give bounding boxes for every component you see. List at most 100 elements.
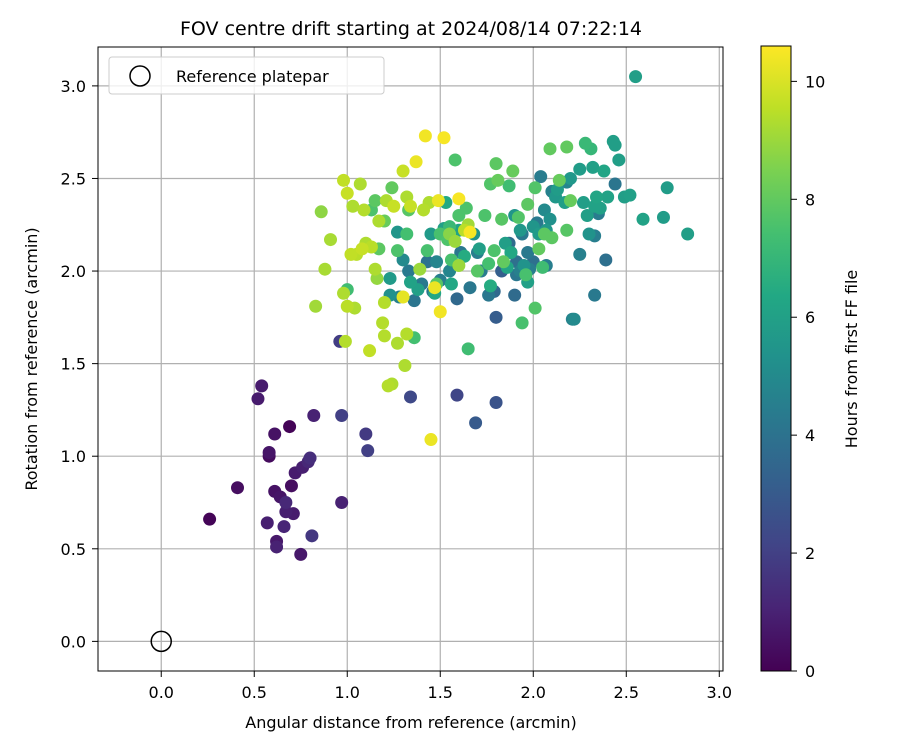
data-point	[431, 194, 445, 208]
data-point	[504, 246, 518, 260]
data-point	[381, 379, 395, 393]
data-point	[284, 479, 298, 493]
data-point	[368, 262, 382, 276]
data-point	[437, 131, 451, 145]
data-point	[387, 199, 401, 213]
data-point	[430, 255, 444, 269]
data-point	[636, 212, 650, 226]
data-point	[337, 173, 351, 187]
data-point	[404, 390, 417, 404]
data-point	[576, 196, 590, 210]
data-point	[580, 208, 594, 222]
colorbar-label: Hours from first FF file	[842, 270, 861, 449]
y-tick-label: 1.0	[61, 447, 86, 466]
data-point	[255, 379, 269, 393]
x-tick-label: 3.0	[707, 683, 732, 702]
data-point	[483, 279, 497, 293]
data-point	[355, 242, 369, 256]
data-point	[519, 268, 533, 282]
colorbar-tick-label: 4	[805, 426, 815, 445]
data-point	[463, 225, 477, 239]
data-point	[324, 233, 338, 247]
legend: Reference platepar	[108, 56, 385, 95]
data-point	[608, 138, 622, 152]
data-point	[396, 164, 410, 178]
data-point	[521, 197, 535, 211]
data-point	[608, 177, 622, 191]
data-point	[573, 247, 587, 261]
data-point	[472, 242, 486, 256]
y-tick-label: 3.0	[61, 77, 86, 96]
data-point	[203, 512, 217, 526]
data-point	[307, 408, 321, 422]
data-point	[543, 142, 557, 156]
data-point	[337, 286, 351, 300]
data-point	[478, 208, 492, 222]
data-point	[385, 181, 399, 195]
data-point	[567, 312, 581, 326]
data-point	[534, 170, 548, 184]
data-point	[470, 264, 484, 278]
data-point	[586, 160, 600, 174]
data-point	[545, 231, 559, 245]
colorbar: 0 2 4 6 8 10 Hours from first FF file	[760, 45, 861, 681]
data-point	[260, 516, 274, 530]
reference-platepar-marker	[150, 630, 172, 653]
y-tick-label: 2.0	[61, 262, 86, 281]
data-point	[404, 199, 417, 213]
data-point	[390, 336, 404, 350]
data-point	[511, 210, 525, 224]
data-point	[573, 162, 587, 176]
data-point	[469, 416, 483, 430]
data-point	[409, 155, 423, 169]
data-point	[283, 420, 297, 434]
y-tick-label: 0.5	[61, 540, 86, 559]
data-point	[560, 140, 574, 154]
data-point	[582, 227, 596, 241]
data-point	[428, 281, 442, 295]
data-point	[262, 446, 276, 460]
data-point	[407, 294, 421, 308]
data-point	[489, 310, 503, 324]
data-point	[279, 505, 293, 519]
data-point	[372, 214, 386, 228]
legend-box	[108, 56, 385, 95]
data-point	[404, 275, 417, 289]
data-point	[508, 288, 522, 302]
data-point	[444, 277, 458, 291]
data-point	[528, 181, 542, 195]
colorbar-tick-label: 6	[805, 308, 815, 327]
data-point	[528, 301, 542, 315]
data-point	[563, 194, 577, 208]
data-point	[270, 540, 284, 554]
data-point	[450, 388, 464, 402]
plot-area	[97, 46, 724, 672]
data-point	[396, 290, 410, 304]
data-point	[363, 344, 377, 358]
data-point	[417, 203, 431, 217]
data-point	[543, 212, 557, 226]
data-point	[463, 281, 477, 295]
data-point	[489, 157, 503, 171]
data-point	[335, 408, 349, 422]
data-point	[515, 316, 529, 330]
data-point	[448, 153, 462, 167]
data-point	[251, 392, 265, 406]
data-point	[424, 433, 438, 447]
legend-label: Reference platepar	[176, 67, 329, 86]
y-axis-ticks: 0.0 0.5 1.0 1.5 2.0 2.5 3.0	[61, 77, 98, 651]
data-point	[506, 164, 520, 178]
data-point	[318, 262, 332, 276]
data-point	[599, 253, 613, 267]
data-point	[601, 190, 615, 204]
colorbar-gradient	[760, 45, 792, 672]
data-point	[279, 496, 293, 510]
data-point	[231, 481, 245, 495]
data-point	[536, 260, 550, 274]
data-point	[340, 299, 354, 313]
data-point	[590, 190, 604, 204]
data-point	[420, 244, 434, 258]
data-point	[383, 271, 397, 285]
